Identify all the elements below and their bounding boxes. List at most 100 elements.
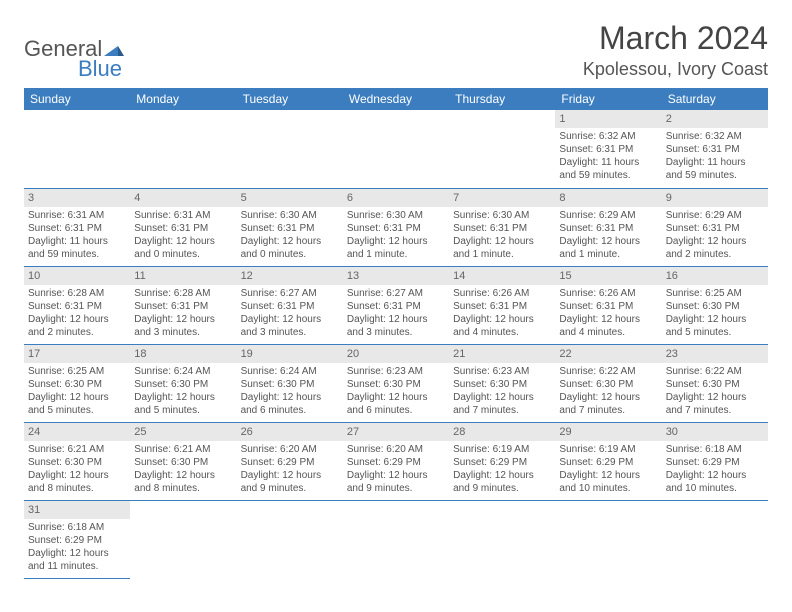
day-details: Sunrise: 6:31 AMSunset: 6:31 PMDaylight:… [24,207,130,263]
day-details: Sunrise: 6:31 AMSunset: 6:31 PMDaylight:… [130,207,236,263]
daylight-line2: and 1 minute. [559,248,657,261]
sunrise: Sunrise: 6:29 AM [666,209,764,222]
daylight-line1: Daylight: 12 hours [453,313,551,326]
day-details: Sunrise: 6:30 AMSunset: 6:31 PMDaylight:… [449,207,555,263]
calendar-cell [130,500,236,578]
sunset: Sunset: 6:29 PM [28,534,126,547]
calendar-cell: 28Sunrise: 6:19 AMSunset: 6:29 PMDayligh… [449,422,555,500]
daylight-line1: Daylight: 12 hours [347,391,445,404]
sunset: Sunset: 6:30 PM [241,378,339,391]
calendar-cell: 18Sunrise: 6:24 AMSunset: 6:30 PMDayligh… [130,344,236,422]
daylight-line2: and 4 minutes. [559,326,657,339]
sunset: Sunset: 6:31 PM [559,222,657,235]
sunrise: Sunrise: 6:18 AM [666,443,764,456]
header: General March 2024 Kpolessou, Ivory Coas… [24,20,768,80]
day-number: 25 [130,423,236,441]
daylight-line2: and 6 minutes. [347,404,445,417]
sunset: Sunset: 6:31 PM [28,300,126,313]
day-number: 5 [237,189,343,207]
day-details: Sunrise: 6:20 AMSunset: 6:29 PMDaylight:… [237,441,343,497]
daylight-line2: and 0 minutes. [134,248,232,261]
daylight-line2: and 7 minutes. [453,404,551,417]
daylight-line1: Daylight: 12 hours [666,469,764,482]
day-number: 7 [449,189,555,207]
calendar-row: 17Sunrise: 6:25 AMSunset: 6:30 PMDayligh… [24,344,768,422]
day-details: Sunrise: 6:28 AMSunset: 6:31 PMDaylight:… [24,285,130,341]
calendar-cell: 31Sunrise: 6:18 AMSunset: 6:29 PMDayligh… [24,500,130,578]
calendar-cell: 7Sunrise: 6:30 AMSunset: 6:31 PMDaylight… [449,188,555,266]
sunrise: Sunrise: 6:20 AM [347,443,445,456]
sunset: Sunset: 6:30 PM [134,456,232,469]
day-details: Sunrise: 6:30 AMSunset: 6:31 PMDaylight:… [237,207,343,263]
daylight-line2: and 8 minutes. [28,482,126,495]
sunset: Sunset: 6:31 PM [559,300,657,313]
day-details: Sunrise: 6:27 AMSunset: 6:31 PMDaylight:… [237,285,343,341]
calendar-row: 1Sunrise: 6:32 AMSunset: 6:31 PMDaylight… [24,110,768,188]
calendar-cell [449,110,555,188]
sunset: Sunset: 6:30 PM [666,300,764,313]
day-details: Sunrise: 6:29 AMSunset: 6:31 PMDaylight:… [555,207,661,263]
title-block: March 2024 Kpolessou, Ivory Coast [583,20,768,80]
calendar-cell: 2Sunrise: 6:32 AMSunset: 6:31 PMDaylight… [662,110,768,188]
calendar-body: 1Sunrise: 6:32 AMSunset: 6:31 PMDaylight… [24,110,768,578]
day-details: Sunrise: 6:22 AMSunset: 6:30 PMDaylight:… [555,363,661,419]
daylight-line1: Daylight: 12 hours [666,235,764,248]
calendar-cell: 1Sunrise: 6:32 AMSunset: 6:31 PMDaylight… [555,110,661,188]
calendar-cell: 23Sunrise: 6:22 AMSunset: 6:30 PMDayligh… [662,344,768,422]
daylight-line2: and 4 minutes. [453,326,551,339]
day-details: Sunrise: 6:32 AMSunset: 6:31 PMDaylight:… [555,128,661,184]
daylight-line2: and 59 minutes. [28,248,126,261]
day-number: 6 [343,189,449,207]
day-details: Sunrise: 6:25 AMSunset: 6:30 PMDaylight:… [662,285,768,341]
calendar-cell: 17Sunrise: 6:25 AMSunset: 6:30 PMDayligh… [24,344,130,422]
calendar-cell: 3Sunrise: 6:31 AMSunset: 6:31 PMDaylight… [24,188,130,266]
sunrise: Sunrise: 6:30 AM [347,209,445,222]
day-details: Sunrise: 6:22 AMSunset: 6:30 PMDaylight:… [662,363,768,419]
sunset: Sunset: 6:31 PM [241,222,339,235]
calendar-cell [237,110,343,188]
calendar-cell: 22Sunrise: 6:22 AMSunset: 6:30 PMDayligh… [555,344,661,422]
weekday-header: Sunday [24,88,130,110]
sunrise: Sunrise: 6:20 AM [241,443,339,456]
day-number: 3 [24,189,130,207]
sunset: Sunset: 6:30 PM [559,378,657,391]
sunrise: Sunrise: 6:28 AM [28,287,126,300]
weekday-header: Friday [555,88,661,110]
day-number: 18 [130,345,236,363]
calendar-cell: 6Sunrise: 6:30 AMSunset: 6:31 PMDaylight… [343,188,449,266]
sunrise: Sunrise: 6:19 AM [453,443,551,456]
calendar-cell [343,500,449,578]
calendar-row: 3Sunrise: 6:31 AMSunset: 6:31 PMDaylight… [24,188,768,266]
calendar-cell: 13Sunrise: 6:27 AMSunset: 6:31 PMDayligh… [343,266,449,344]
weekday-header: Tuesday [237,88,343,110]
sunset: Sunset: 6:29 PM [241,456,339,469]
day-number: 29 [555,423,661,441]
daylight-line1: Daylight: 12 hours [347,313,445,326]
calendar-cell: 26Sunrise: 6:20 AMSunset: 6:29 PMDayligh… [237,422,343,500]
calendar-row: 31Sunrise: 6:18 AMSunset: 6:29 PMDayligh… [24,500,768,578]
calendar-cell: 4Sunrise: 6:31 AMSunset: 6:31 PMDaylight… [130,188,236,266]
daylight-line2: and 5 minutes. [666,326,764,339]
sunset: Sunset: 6:31 PM [347,222,445,235]
day-number: 1 [555,110,661,128]
sunset: Sunset: 6:31 PM [134,222,232,235]
sunset: Sunset: 6:31 PM [28,222,126,235]
daylight-line1: Daylight: 12 hours [28,313,126,326]
daylight-line2: and 7 minutes. [666,404,764,417]
calendar-row: 24Sunrise: 6:21 AMSunset: 6:30 PMDayligh… [24,422,768,500]
daylight-line1: Daylight: 12 hours [241,313,339,326]
daylight-line2: and 5 minutes. [134,404,232,417]
day-number: 26 [237,423,343,441]
daylight-line1: Daylight: 12 hours [453,469,551,482]
day-number: 17 [24,345,130,363]
calendar-cell: 25Sunrise: 6:21 AMSunset: 6:30 PMDayligh… [130,422,236,500]
calendar-cell: 10Sunrise: 6:28 AMSunset: 6:31 PMDayligh… [24,266,130,344]
daylight-line2: and 8 minutes. [134,482,232,495]
sunset: Sunset: 6:30 PM [453,378,551,391]
sunrise: Sunrise: 6:32 AM [559,130,657,143]
daylight-line1: Daylight: 12 hours [559,391,657,404]
day-number: 28 [449,423,555,441]
sunrise: Sunrise: 6:27 AM [347,287,445,300]
day-details: Sunrise: 6:23 AMSunset: 6:30 PMDaylight:… [343,363,449,419]
day-details: Sunrise: 6:26 AMSunset: 6:31 PMDaylight:… [449,285,555,341]
